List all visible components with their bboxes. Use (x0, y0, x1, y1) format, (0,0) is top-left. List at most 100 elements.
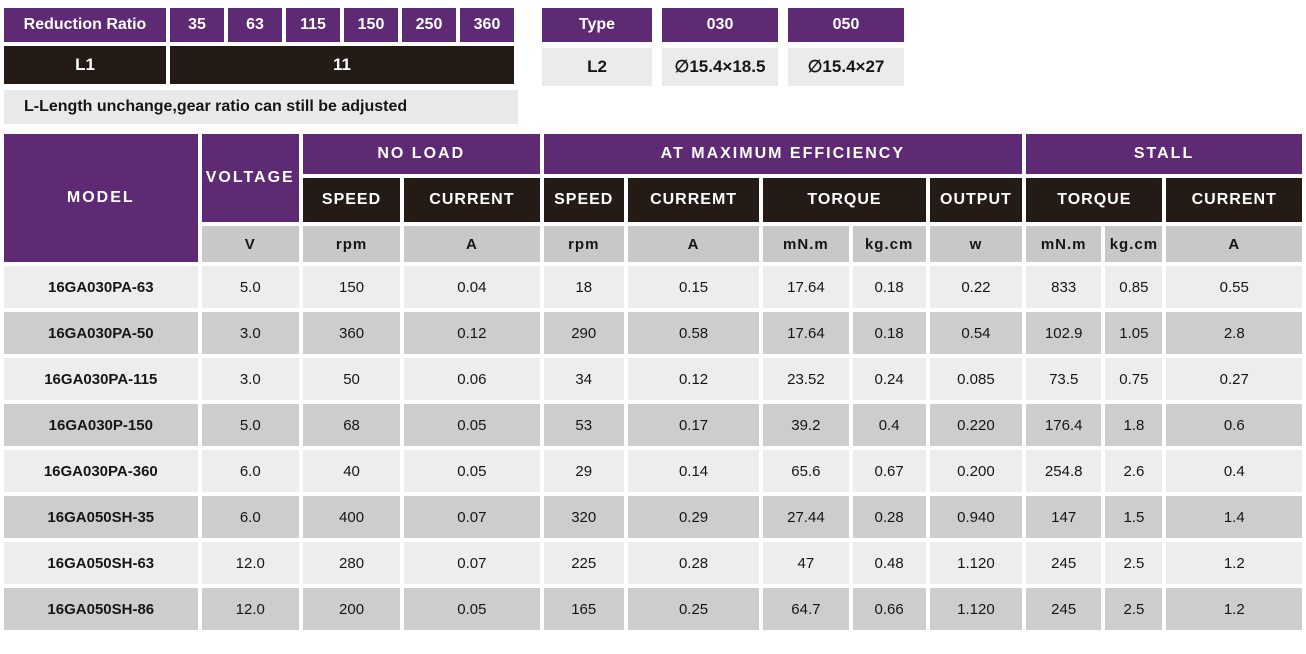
cell-value: 1.5 (1105, 496, 1163, 538)
maxeff-torque-header: TORQUE (763, 178, 926, 222)
cell-value: 1.2 (1166, 588, 1302, 630)
cell-value: 0.04 (404, 266, 540, 308)
group-header-max-efficiency: AT MAXIMUM EFFICIENCY (543, 134, 1023, 174)
table-row: 16GA030PA-360 6.0 40 0.05 29 0.14 65.6 0… (4, 450, 1302, 492)
cell-model: 16GA050SH-63 (4, 542, 198, 584)
stall-torque-header: TORQUE (1026, 178, 1163, 222)
cell-value: 320 (543, 496, 624, 538)
cell-value: 0.29 (627, 496, 760, 538)
cell-value: 0.22 (929, 266, 1023, 308)
cell-value: 12.0 (201, 542, 299, 584)
cell-value: 6.0 (201, 496, 299, 538)
table-row: 16GA030P-150 5.0 68 0.05 53 0.17 39.2 0.… (4, 404, 1302, 446)
cell-value: 1.8 (1105, 404, 1163, 446)
unit-amp: A (627, 226, 760, 262)
cell-value: 1.4 (1166, 496, 1302, 538)
reduction-ratio-value: 250 (402, 8, 456, 42)
table-row: 16GA050SH-35 6.0 400 0.07 320 0.29 27.44… (4, 496, 1302, 538)
reduction-ratio-value: 115 (286, 8, 340, 42)
cell-value: 0.24 (852, 358, 926, 400)
cell-value: 47 (763, 542, 849, 584)
cell-value: 17.64 (763, 266, 849, 308)
cell-value: 1.2 (1166, 542, 1302, 584)
cell-model: 16GA030PA-63 (4, 266, 198, 308)
table-row: 16GA050SH-63 12.0 280 0.07 225 0.28 47 0… (4, 542, 1302, 584)
reduction-ratio-value: 63 (228, 8, 282, 42)
group-header-no-load: NO LOAD (302, 134, 540, 174)
cell-value: 2.8 (1166, 312, 1302, 354)
l1-value: 11 (170, 46, 514, 84)
cell-value: 0.28 (627, 542, 760, 584)
cell-value: 53 (543, 404, 624, 446)
cell-value: 64.7 (763, 588, 849, 630)
group-header-row: MODEL VOLTAGE NO LOAD AT MAXIMUM EFFICIE… (4, 134, 1302, 262)
cell-value: 39.2 (763, 404, 849, 446)
reduction-ratio-value: 35 (170, 8, 224, 42)
top-tables: Reduction Ratio 35 63 115 150 250 360 L1… (0, 4, 1306, 124)
cell-value: 0.06 (404, 358, 540, 400)
unit-mnm: mN.m (1026, 226, 1102, 262)
cell-value: 0.18 (852, 266, 926, 308)
unit-kgcm: kg.cm (852, 226, 926, 262)
l1-label: L1 (4, 46, 166, 84)
cell-value: 0.58 (627, 312, 760, 354)
cell-value: 68 (302, 404, 401, 446)
table-row: 16GA030PA-115 3.0 50 0.06 34 0.12 23.52 … (4, 358, 1302, 400)
cell-value: 245 (1026, 542, 1102, 584)
cell-value: 165 (543, 588, 624, 630)
group-header-stall: STALL (1026, 134, 1302, 174)
cell-value: 0.67 (852, 450, 926, 492)
cell-value: 17.64 (763, 312, 849, 354)
cell-value: 0.07 (404, 542, 540, 584)
table-row: 16GA050SH-86 12.0 200 0.05 165 0.25 64.7… (4, 588, 1302, 630)
model-column-header: MODEL (4, 134, 198, 262)
cell-value: 34 (543, 358, 624, 400)
reduction-ratio-value: 150 (344, 8, 398, 42)
cell-value: 0.55 (1166, 266, 1302, 308)
cell-value: 0.12 (627, 358, 760, 400)
voltage-column-header: VOLTAGE (201, 134, 299, 222)
cell-model: 16GA030PA-360 (4, 450, 198, 492)
unit-volt: V (201, 226, 299, 262)
unit-rpm: rpm (543, 226, 624, 262)
units-row: V rpm A rpm A mN.m kg.cm w mN.m kg.cm A (4, 226, 1302, 262)
type-header: Type (542, 8, 652, 42)
cell-value: 73.5 (1026, 358, 1102, 400)
table-row: 16GA030PA-63 5.0 150 0.04 18 0.15 17.64 … (4, 266, 1302, 308)
cell-value: 0.25 (627, 588, 760, 630)
sub-header-row: SPEED CURRENT SPEED CURREMT TORQUE OUTPU… (4, 178, 1302, 222)
cell-value: 225 (543, 542, 624, 584)
noload-current-header: CURRENT (404, 178, 540, 222)
cell-value: 0.75 (1105, 358, 1163, 400)
reduction-ratio-value: 360 (460, 8, 514, 42)
l2-label: L2 (542, 48, 652, 86)
unit-amp: A (404, 226, 540, 262)
motor-spec-table: MODEL VOLTAGE NO LOAD AT MAXIMUM EFFICIE… (0, 130, 1306, 634)
cell-value: 5.0 (201, 266, 299, 308)
unit-amp: A (1166, 226, 1302, 262)
cell-model: 16GA050SH-35 (4, 496, 198, 538)
l2-value: ∅15.4×27 (788, 48, 904, 86)
l2-value: ∅15.4×18.5 (662, 48, 778, 86)
cell-value: 400 (302, 496, 401, 538)
cell-value: 150 (302, 266, 401, 308)
unit-rpm: rpm (302, 226, 401, 262)
cell-value: 50 (302, 358, 401, 400)
unit-watt: w (929, 226, 1023, 262)
reduction-ratio-table: Reduction Ratio 35 63 115 150 250 360 L1… (0, 4, 518, 88)
cell-model: 16GA030P-150 (4, 404, 198, 446)
cell-value: 6.0 (201, 450, 299, 492)
cell-value: 27.44 (763, 496, 849, 538)
cell-value: 0.6 (1166, 404, 1302, 446)
cell-value: 0.18 (852, 312, 926, 354)
cell-value: 1.120 (929, 542, 1023, 584)
cell-value: 0.05 (404, 404, 540, 446)
cell-value: 280 (302, 542, 401, 584)
unit-mnm: mN.m (763, 226, 849, 262)
cell-value: 147 (1026, 496, 1102, 538)
cell-value: 290 (543, 312, 624, 354)
cell-value: 0.200 (929, 450, 1023, 492)
cell-model: 16GA050SH-86 (4, 588, 198, 630)
cell-value: 0.05 (404, 450, 540, 492)
cell-value: 2.6 (1105, 450, 1163, 492)
